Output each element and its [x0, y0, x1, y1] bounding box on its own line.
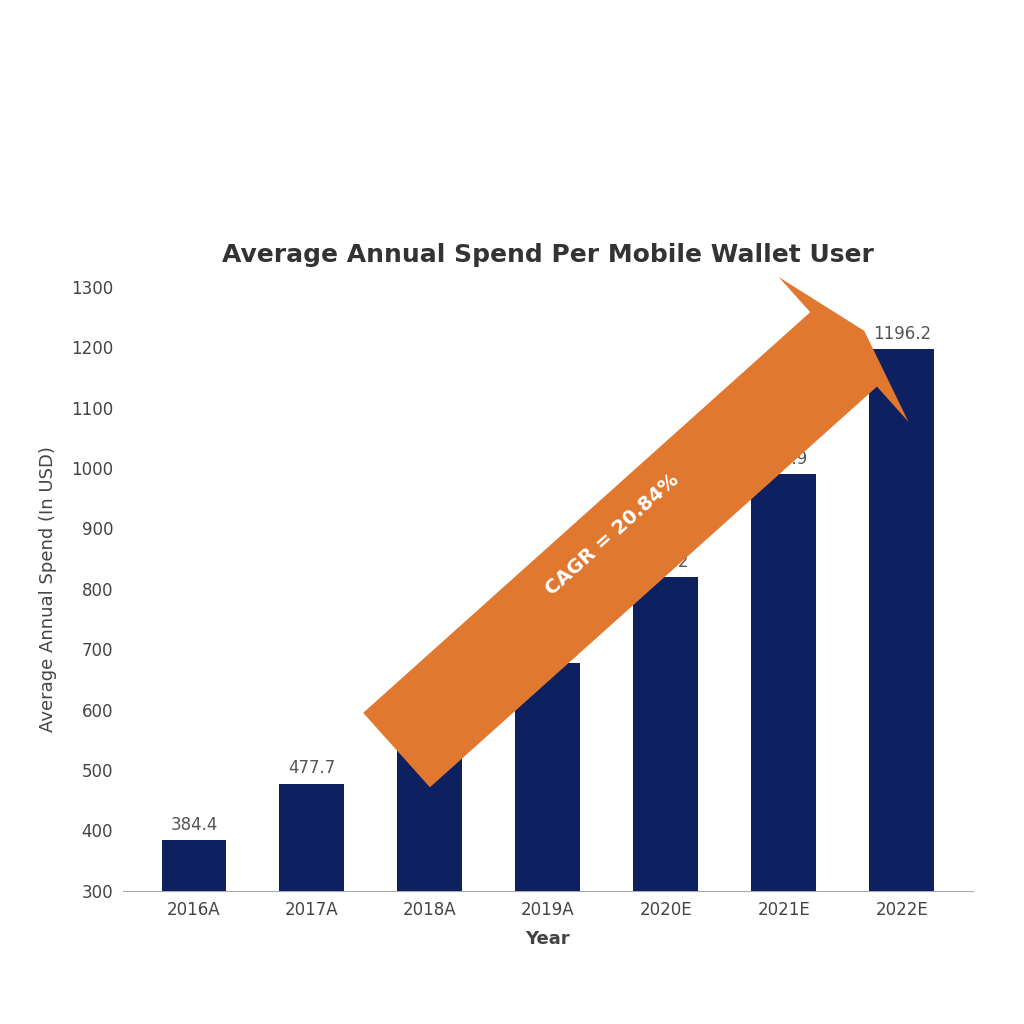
- Text: 989.9: 989.9: [760, 450, 807, 468]
- Bar: [752, 474, 816, 1024]
- Text: 477.7: 477.7: [289, 760, 336, 777]
- Text: 1196.2: 1196.2: [872, 326, 931, 343]
- Bar: [634, 578, 698, 1024]
- X-axis label: Year: Year: [525, 930, 570, 948]
- Text: CAGR = 20.84%: CAGR = 20.84%: [543, 470, 683, 599]
- Text: 384.4: 384.4: [170, 816, 218, 834]
- Bar: [515, 663, 581, 1024]
- Bar: [280, 783, 344, 1024]
- Text: 567.9: 567.9: [407, 705, 454, 723]
- Bar: [162, 840, 226, 1024]
- Bar: [397, 729, 462, 1024]
- Title: Average Annual Spend Per Mobile Wallet User: Average Annual Spend Per Mobile Wallet U…: [222, 243, 873, 266]
- Text: 819.2: 819.2: [642, 553, 689, 571]
- Text: 677.9: 677.9: [524, 639, 571, 656]
- Y-axis label: Average Annual Spend (In USD): Average Annual Spend (In USD): [39, 445, 57, 732]
- Bar: [869, 349, 934, 1024]
